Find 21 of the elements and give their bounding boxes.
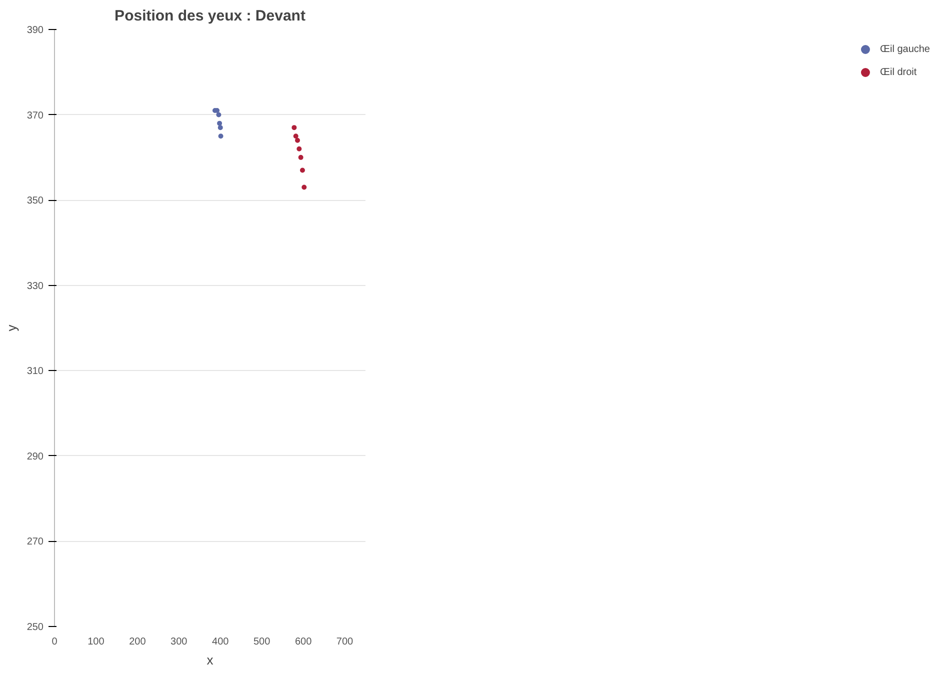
x-tick-label: 300 — [170, 636, 188, 648]
x-tick-label: 600 — [294, 636, 312, 648]
x-tick-label: 500 — [253, 636, 271, 648]
x-tick-label: 0 — [52, 636, 58, 648]
x-tick-label: 100 — [88, 636, 105, 648]
legend-label: Œil droit — [880, 66, 917, 78]
y-tick-label: 390 — [26, 25, 44, 36]
y-tick-label: 290 — [26, 451, 44, 462]
y-tick-label: 310 — [26, 366, 44, 378]
y-tick-label: 270 — [26, 536, 44, 548]
x-axis-title: x — [206, 652, 214, 668]
legend-label: Œil gauche — [880, 44, 930, 54]
y-tick-label: 250 — [26, 622, 44, 633]
x-tick-label: 200 — [129, 636, 146, 648]
y-axis-title: y — [4, 324, 19, 332]
chart-title: Position des yeux : Devant — [114, 8, 306, 24]
y-tick-label: 350 — [26, 196, 44, 207]
x-tick-label: 400 — [212, 636, 230, 648]
y-tick-label: 370 — [26, 110, 44, 122]
y-tick-label: 330 — [26, 280, 44, 292]
x-tick-label: 700 — [336, 636, 354, 648]
